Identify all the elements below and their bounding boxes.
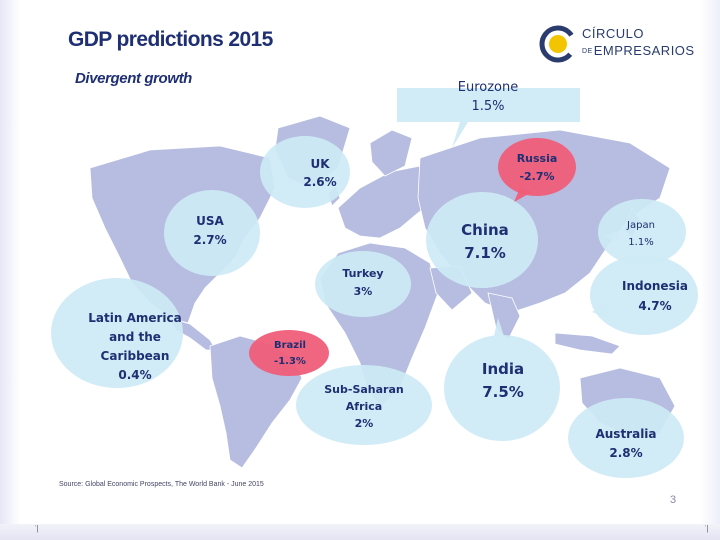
australia-value: 2.8%	[609, 446, 643, 460]
usa-bubble	[164, 190, 260, 276]
india-label: India 7.5%	[463, 358, 543, 404]
turkey-label: Turkey 3%	[333, 265, 393, 301]
footer-band	[0, 524, 720, 540]
russia-label: Russia -2.7%	[502, 150, 572, 186]
logo-line-2-text: EMPRESARIOS	[593, 43, 695, 58]
corner-mark-left: ˈ|	[34, 524, 39, 533]
turkey-bubble	[315, 251, 411, 317]
logo-line-1: CÍRCULO	[582, 26, 645, 41]
latam-name-2: and the	[109, 330, 161, 344]
logo-circle-icon	[539, 25, 577, 63]
china-value: 7.1%	[464, 244, 506, 262]
world-map	[51, 88, 698, 478]
indonesia-bubble	[590, 255, 698, 335]
eurozone-value: 1.5%	[471, 99, 505, 114]
page-number: 3	[670, 494, 677, 506]
turkey-value: 3%	[353, 285, 373, 298]
corner-mark-right: ˈ|	[704, 524, 709, 533]
china-bubble	[426, 192, 538, 288]
logo-prefix: DE	[582, 48, 593, 56]
indonesia-pointer	[592, 302, 610, 318]
china-name: China	[461, 221, 509, 239]
china-label: China 7.1%	[445, 219, 525, 265]
ssa-name-1: Sub-Saharan	[324, 383, 404, 396]
japan-name: Japan	[627, 220, 655, 231]
eurozone-pointer	[452, 122, 468, 148]
brazil-label: Brazil -1.3%	[260, 338, 320, 370]
ssa-value: 2%	[354, 417, 374, 430]
source-note: Source: Global Economic Prospects, The W…	[59, 481, 264, 488]
brazil-value: -1.3%	[274, 356, 306, 367]
india-shape	[487, 292, 521, 341]
latam-value: 0.4%	[118, 368, 152, 382]
uk-bubble	[260, 136, 350, 208]
ssa-name-2: Africa	[345, 400, 383, 413]
russia-bubble	[498, 138, 576, 196]
usa-label: USA 2.7%	[180, 212, 240, 250]
russia-name: Russia	[516, 152, 558, 165]
brazil-bubble	[249, 330, 329, 376]
eurozone-name: Eurozone	[457, 80, 519, 95]
latam-name-1: Latin America	[88, 311, 182, 325]
australia-bubble	[568, 398, 684, 478]
latam-label: Latin America and the Caribbean 0.4%	[72, 309, 198, 385]
usa-value: 2.7%	[193, 233, 227, 247]
company-logo: CÍRCULO DEEMPRESARIOS	[538, 22, 708, 68]
ssa-label: Sub-Saharan Africa 2%	[314, 381, 414, 432]
logo-line-2: DEEMPRESARIOS	[582, 43, 695, 58]
latam-bubble	[51, 278, 183, 388]
india-pointer	[494, 318, 504, 336]
australia-name: Australia	[595, 427, 657, 441]
australia-label: Australia 2.8%	[584, 425, 668, 463]
ssa-bubble	[296, 365, 432, 445]
india-value: 7.5%	[482, 383, 524, 401]
uk-label: UK 2.6%	[290, 155, 350, 191]
india-name: India	[481, 360, 525, 378]
usa-name: USA	[196, 214, 224, 228]
indonesia-name: Indonesia	[622, 279, 688, 293]
japan-pointer	[602, 230, 620, 240]
turkey-name: Turkey	[342, 267, 384, 280]
eurozone-bubble	[397, 88, 580, 122]
russia-value: -2.7%	[519, 170, 555, 183]
scandinavia-shape	[369, 129, 413, 177]
page-title: GDP predictions 2015	[68, 28, 273, 51]
latam-name-3: Caribbean	[100, 349, 170, 363]
uk-value: 2.6%	[303, 175, 337, 189]
brazil-name: Brazil	[274, 340, 306, 351]
indonesia-shape	[554, 332, 621, 355]
japan-value: 1.1%	[628, 237, 654, 248]
indonesia-label: Indonesia 4.7%	[610, 276, 700, 316]
japan-bubble	[598, 199, 686, 265]
russia-pointer	[514, 188, 532, 202]
india-bubble	[444, 335, 560, 441]
indonesia-value: 4.7%	[638, 299, 672, 313]
japan-label: Japan 1.1%	[611, 217, 671, 251]
eurozone-label: Eurozone 1.5%	[420, 78, 556, 116]
uk-name: UK	[310, 157, 330, 171]
page-subtitle: Divergent growth	[75, 70, 192, 87]
